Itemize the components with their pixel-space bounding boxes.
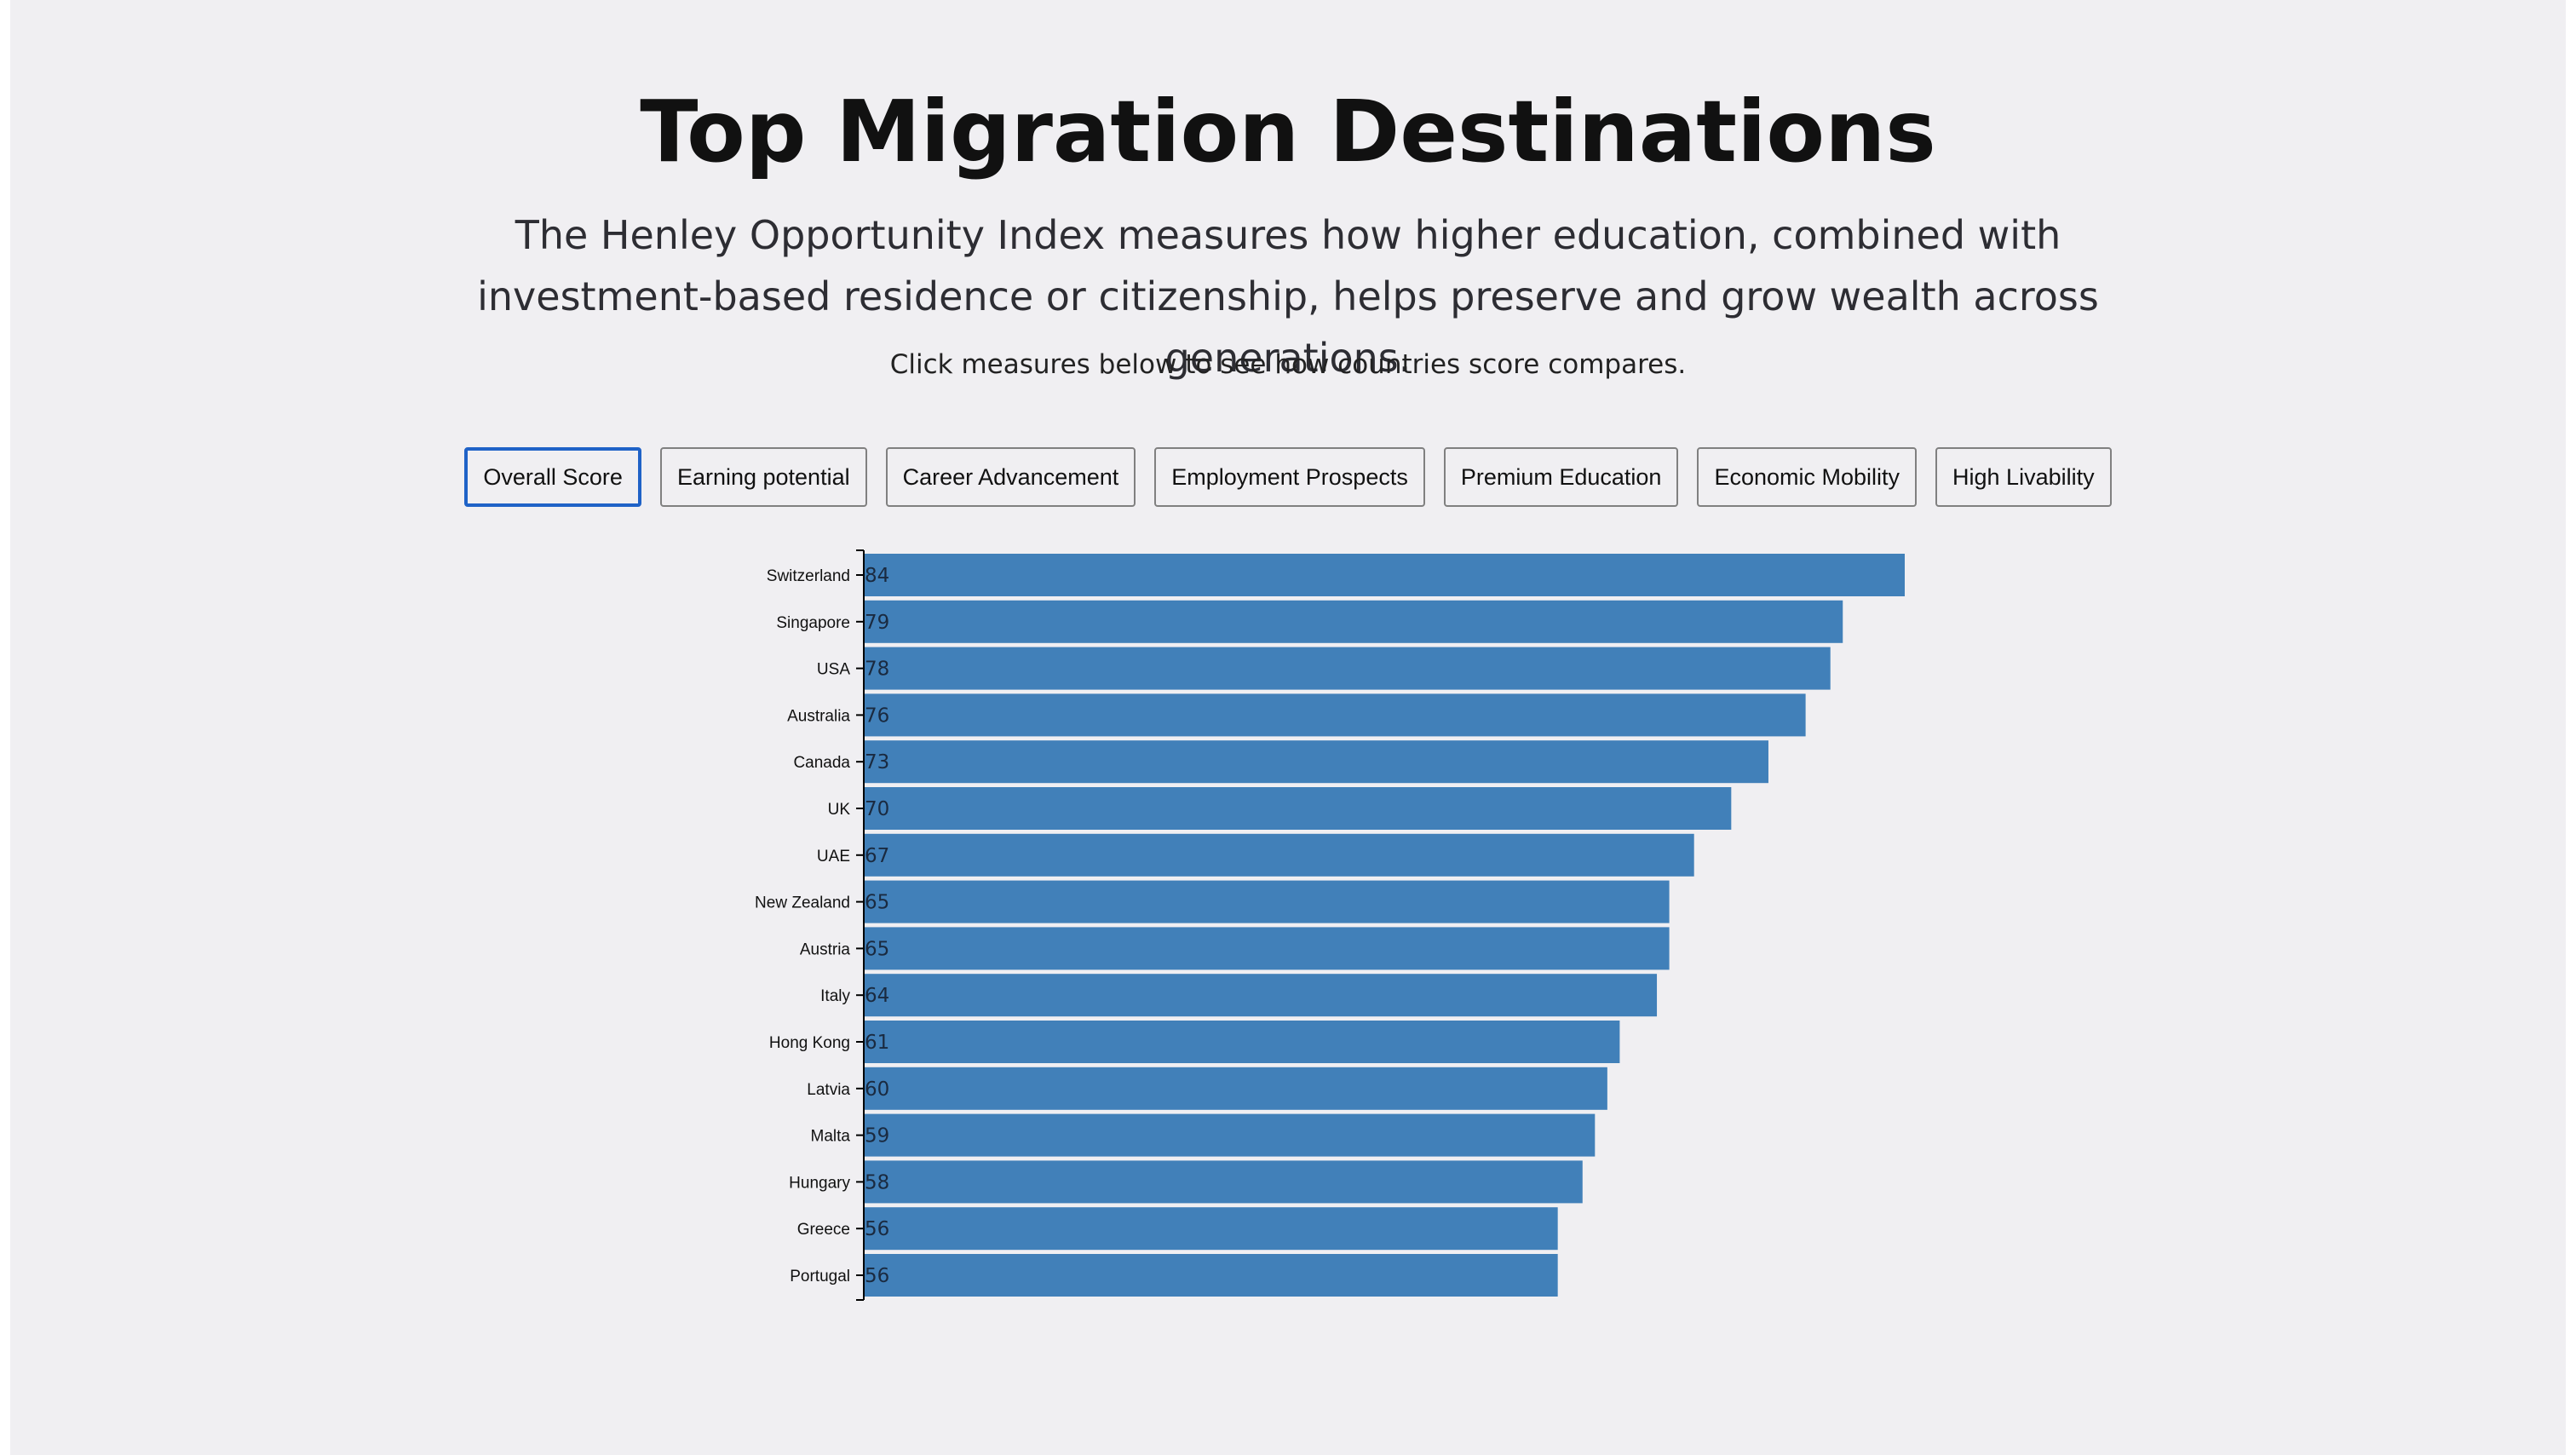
y-tick-label: New Zealand bbox=[755, 894, 850, 912]
y-tick-label: Latvia bbox=[807, 1081, 850, 1099]
y-tick-label: Hungary bbox=[789, 1174, 850, 1192]
bar-value-label: 84 bbox=[865, 565, 889, 587]
bar-chart: Switzerland 84 Singapore 79 USA 78 Australia 76… bbox=[755, 549, 1905, 1301]
bar-value-label: 56 bbox=[865, 1218, 889, 1240]
bar bbox=[864, 1254, 1558, 1297]
bar-value-label: 61 bbox=[865, 1032, 889, 1054]
premium-education-button[interactable]: Premium Education bbox=[1443, 447, 1679, 507]
y-tick-label: Austria bbox=[800, 940, 851, 958]
bar-value-label: 70 bbox=[865, 798, 889, 820]
bar-value-label: 64 bbox=[865, 985, 889, 1007]
page-subtitle: The Henley Opportunity Index measures ho… bbox=[477, 212, 2099, 381]
y-tick-label: Switzerland bbox=[767, 567, 850, 585]
y-tick-label: Italy bbox=[820, 987, 850, 1005]
economic-mobility-button[interactable]: Economic Mobility bbox=[1697, 447, 1918, 507]
bar-value-label: 73 bbox=[865, 751, 889, 774]
high-livability-button[interactable]: High Livability bbox=[1935, 447, 2112, 507]
bar bbox=[864, 693, 1806, 737]
y-tick-label: Singapore bbox=[776, 614, 850, 632]
bar-value-label: 60 bbox=[865, 1078, 889, 1101]
bar-value-label: 76 bbox=[865, 704, 889, 727]
instruction-text: Click measures below to see how countrie… bbox=[889, 349, 1687, 380]
y-tick-label: Hong Kong bbox=[769, 1034, 850, 1052]
bar bbox=[864, 880, 1670, 923]
bar bbox=[864, 833, 1694, 877]
y-tick-label: Canada bbox=[793, 754, 850, 772]
bar bbox=[864, 1113, 1596, 1157]
bar-value-label: 65 bbox=[865, 938, 889, 960]
overall-score-button[interactable]: Overall Score bbox=[464, 447, 641, 507]
bar bbox=[864, 600, 1843, 643]
bar-value-label: 58 bbox=[865, 1171, 889, 1193]
measure-button-group: Overall Score Earning potential Career A… bbox=[10, 447, 2566, 507]
bar-value-label: 59 bbox=[865, 1125, 889, 1147]
bar bbox=[864, 1160, 1583, 1204]
bar-value-label: 67 bbox=[865, 845, 889, 867]
bar bbox=[864, 927, 1670, 970]
bar-value-label: 78 bbox=[865, 658, 889, 681]
y-tick-label: USA bbox=[817, 661, 850, 679]
bar bbox=[864, 974, 1658, 1017]
bar bbox=[864, 1021, 1620, 1063]
y-tick-label: Portugal bbox=[790, 1268, 850, 1285]
y-tick-label: Australia bbox=[787, 707, 850, 725]
y-tick-label: Malta bbox=[811, 1128, 851, 1146]
bar-value-label: 56 bbox=[865, 1265, 889, 1287]
page-title: Top Migration Destinations bbox=[640, 82, 1936, 181]
bar bbox=[864, 647, 1831, 690]
bar bbox=[864, 1067, 1607, 1110]
bar-value-label: 79 bbox=[865, 612, 889, 634]
bar bbox=[864, 740, 1768, 784]
employment-prospects-button[interactable]: Employment Prospects bbox=[1154, 447, 1425, 507]
y-tick-label: UAE bbox=[817, 848, 850, 866]
y-tick-label: Greece bbox=[797, 1221, 850, 1239]
bar bbox=[864, 1207, 1558, 1251]
bar-value-label: 65 bbox=[865, 892, 889, 914]
career-advancement-button[interactable]: Career Advancement bbox=[885, 447, 1136, 507]
bar bbox=[864, 554, 1905, 596]
y-tick-label: UK bbox=[828, 801, 851, 819]
page-panel: Top Migration Destinations The Henley Op… bbox=[10, 0, 2566, 1455]
earning-potential-button[interactable]: Earning potential bbox=[659, 447, 867, 507]
bar bbox=[864, 787, 1732, 830]
